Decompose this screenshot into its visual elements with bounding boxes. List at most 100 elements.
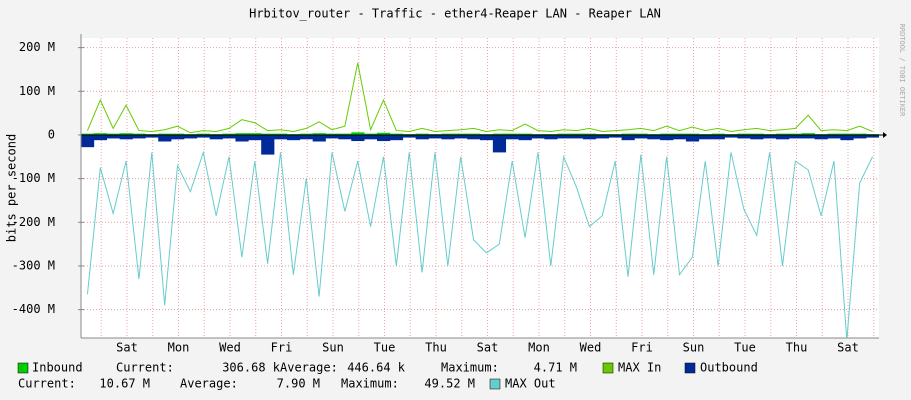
area-bar [338,133,352,135]
area-bar [557,133,571,135]
area-bar [685,133,700,135]
area-bar [492,134,507,153]
area-bar [312,133,326,135]
x-tick-label: Wed [219,341,241,355]
area-bar [106,134,120,139]
area-bar [261,134,275,155]
area-bar [222,133,236,135]
area-bar [776,133,790,135]
x-tick-label: Sat [477,341,499,355]
x-tick-label: Fri [271,341,293,355]
area-bar [454,133,468,135]
area-bar [248,133,262,135]
area-bar [415,133,429,135]
area-bar [351,134,365,142]
legend-stat-value: 446.64 k [347,361,406,375]
area-bar [840,134,854,141]
area-bar [827,134,841,139]
x-tick-label: Fri [631,341,653,355]
area-bar [570,133,584,135]
legend-stat-label: Current: [18,377,76,391]
legend-label: MAX In [618,361,661,375]
area-bar [377,132,391,135]
area-bar [557,134,571,139]
area-bar [93,133,108,135]
area-bar [441,133,455,135]
x-tick-label: Sun [683,341,705,355]
y-tick-label: -200 M [12,215,55,229]
area-bar [377,134,391,142]
chart-title: Hrbitov_router - Traffic - ether4-Reaper… [249,7,661,21]
area-bar [801,133,815,135]
area-bar [853,133,867,135]
line [86,150,874,338]
legend-swatch [684,362,696,374]
area-bar [312,134,326,142]
area-bar [286,134,301,141]
area-bar [518,134,532,141]
area-bar [505,133,519,135]
legend-swatch [489,378,501,390]
area-bar [788,133,803,135]
area-bar [338,134,352,140]
area-bar [570,134,584,139]
legend-label: MAX Out [505,377,556,391]
area-bar [248,134,262,141]
area-bar [750,134,764,140]
legend-stat-value: 7.90 M [277,377,320,391]
area-bar [660,134,674,141]
legend-stat-label: Maximum: [341,377,399,391]
area-bar [582,134,597,140]
y-axis-label: bits per second [5,134,19,242]
legend-stat-label: Maximum: [441,361,499,375]
area-bar [81,134,95,148]
x-tick-label: Tue [734,341,756,355]
plot-area [81,38,879,338]
area-bar [467,134,481,140]
area-bar [582,133,597,135]
y-tick-label: 200 M [19,40,55,54]
area-bar [763,134,777,139]
x-tick-label: Sun [322,341,344,355]
area-bar [158,134,172,142]
area-bar [132,133,146,135]
x-tick-label: Thu [425,341,447,355]
area-bar [788,134,803,139]
x-tick-label: Mon [528,341,550,355]
area-bar [171,133,185,135]
area-bar [209,134,223,140]
area-bar [402,134,416,138]
area-bar [364,133,378,135]
legend-label: Inbound [32,361,83,375]
area-bar [673,134,687,140]
area-bar [222,134,236,139]
area-bar [621,134,635,141]
grid [81,38,879,338]
area-bar [724,134,738,138]
area-bar [235,133,249,135]
area-bar [364,134,378,140]
x-axis-arrow [883,131,887,138]
x-tick-label: Sat [116,341,138,355]
legend-swatch [17,362,29,374]
area-bar [106,133,120,135]
legend-stat-value: 4.71 M [534,361,577,375]
area-bar [776,134,790,140]
x-tick-label: Thu [786,341,808,355]
area-bar [634,133,648,135]
legend-stat-label: Current: [116,361,174,375]
area-bar [389,133,404,135]
area-bar [814,134,828,140]
legend-stat-value: 49.52 M [424,377,475,391]
area-bar [299,134,313,140]
area-bar [840,133,854,135]
x-tick-label: Tue [374,341,396,355]
x-tick-label: Mon [168,341,190,355]
area-bar [351,132,365,135]
legend-stat-value: 306.68 k [222,361,281,375]
y-tick-label: -100 M [12,171,55,185]
area-bar [467,133,481,135]
area-bar [711,134,725,140]
area-bar [737,133,751,135]
legend-stat-label: Average: [280,361,338,375]
